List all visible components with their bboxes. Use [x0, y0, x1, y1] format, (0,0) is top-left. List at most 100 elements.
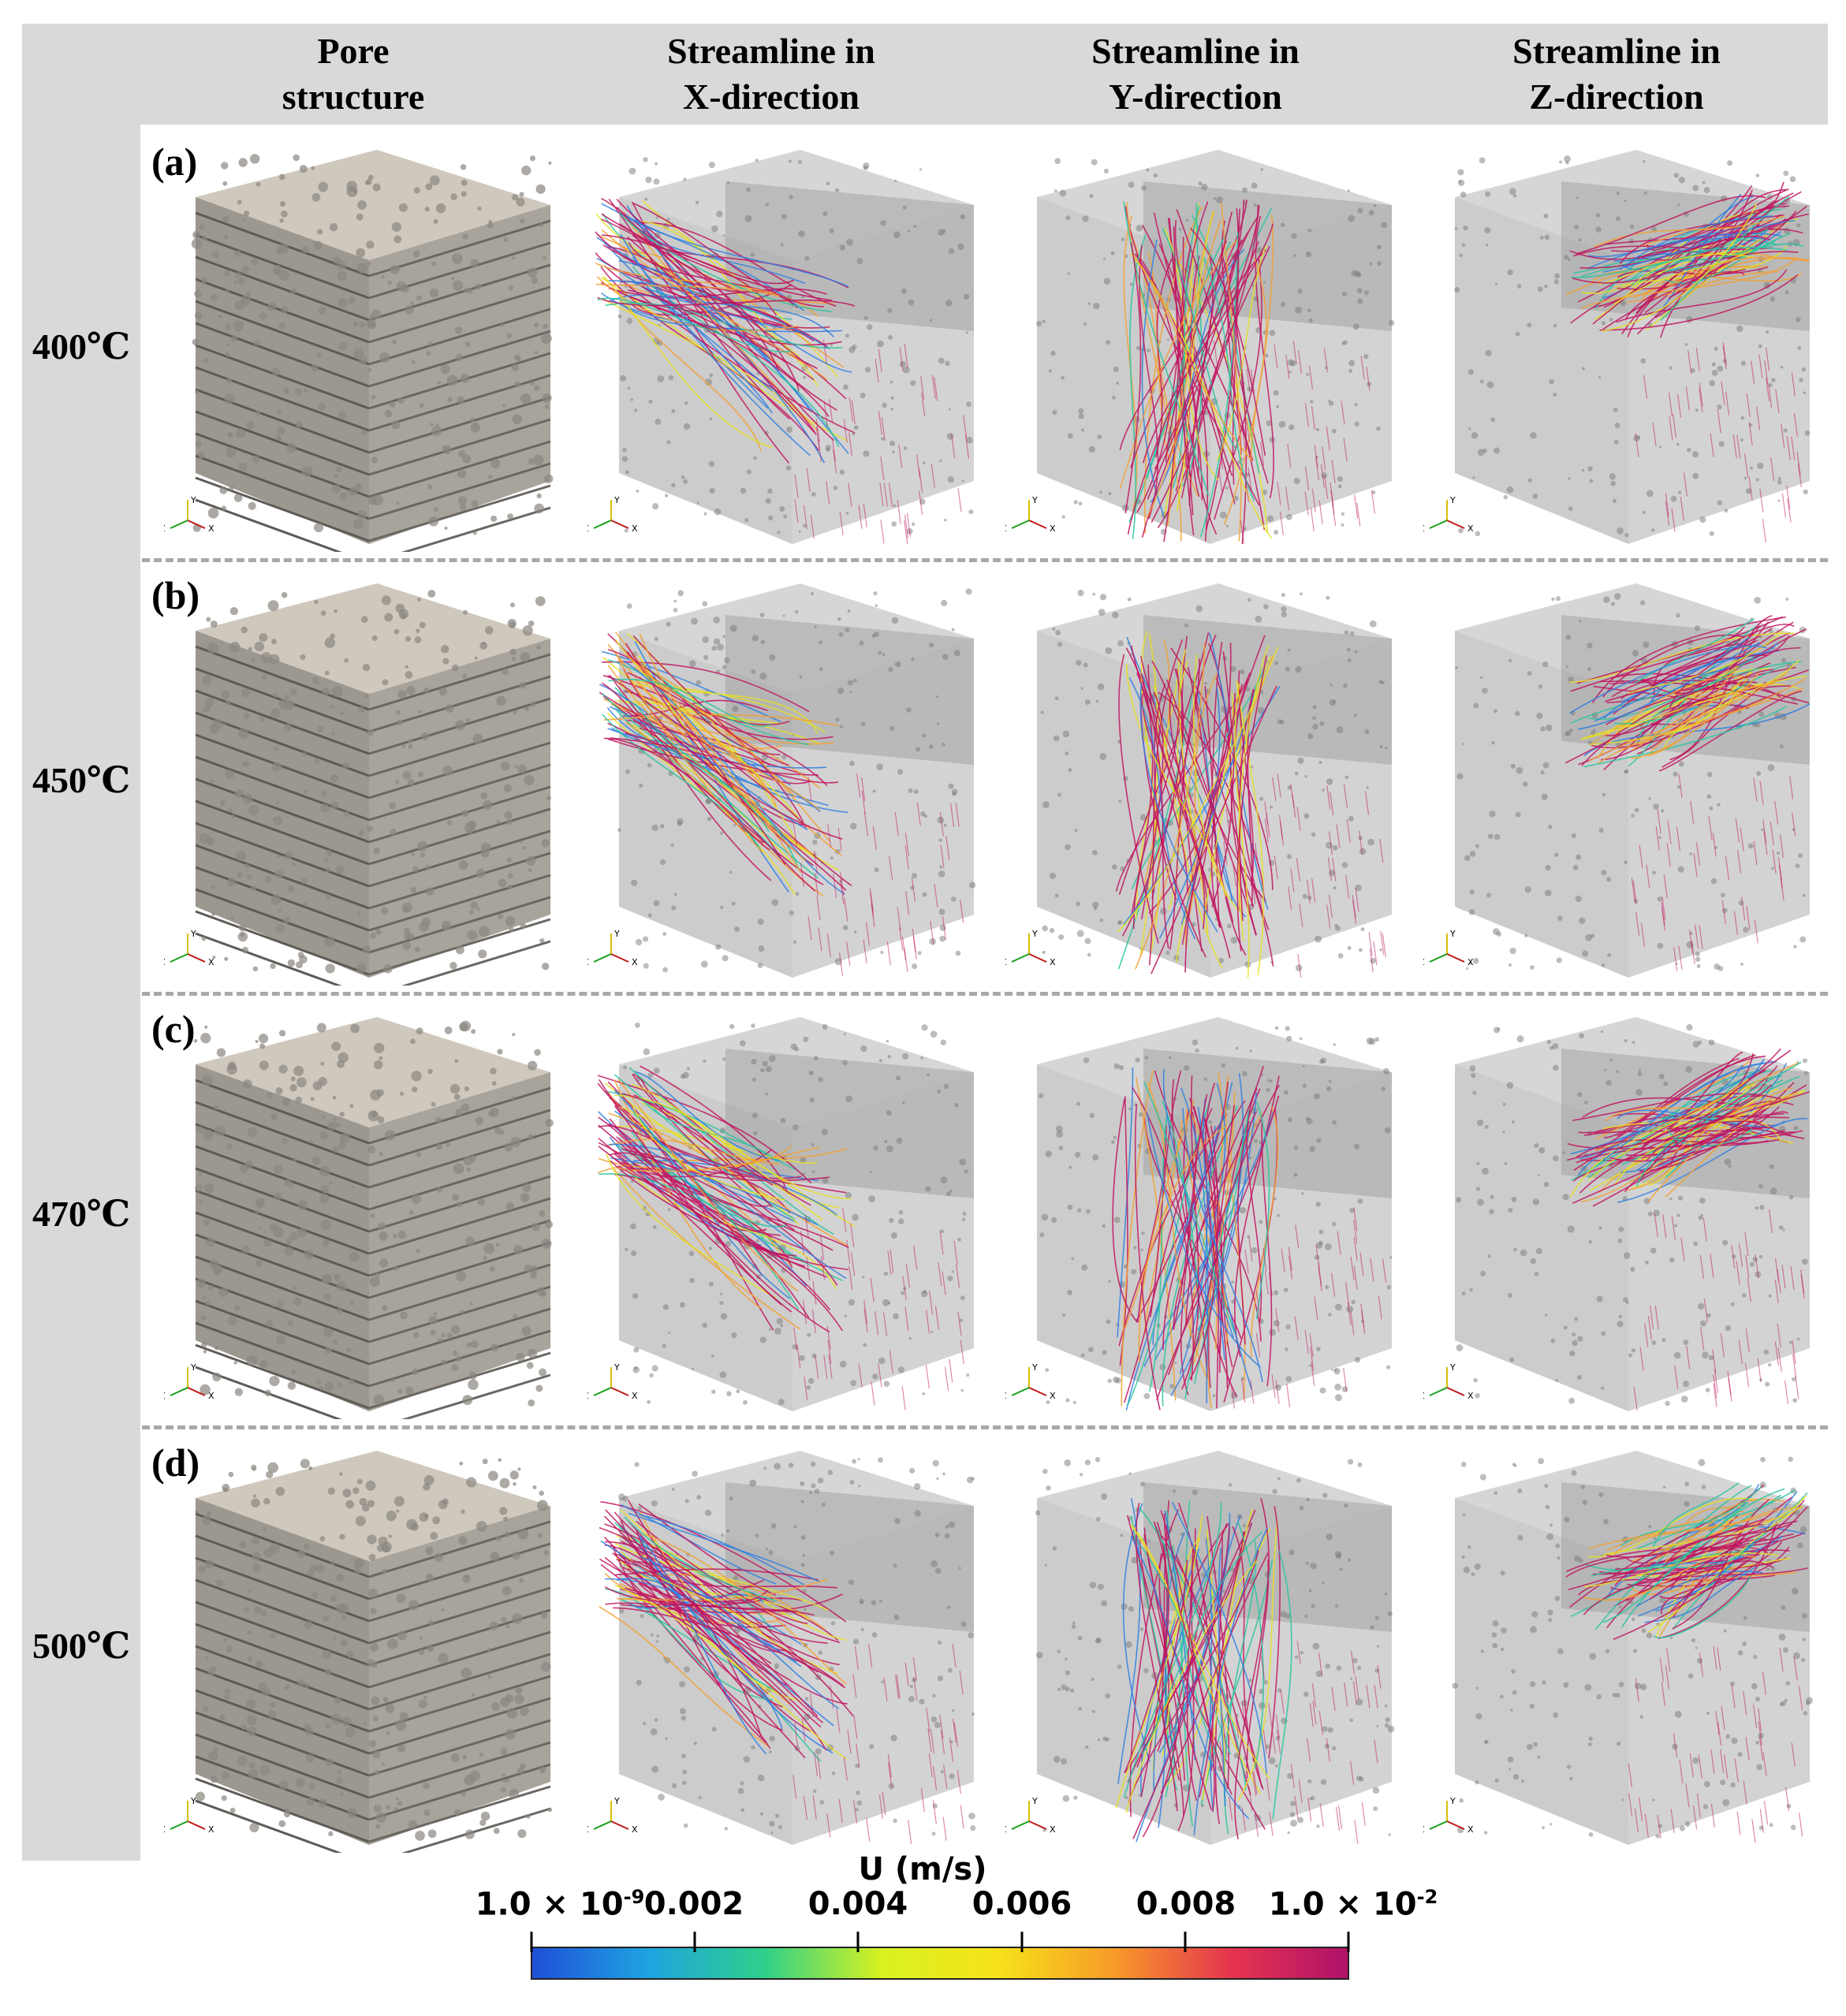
pore-layer-line [368, 851, 551, 910]
pore-speckle [1576, 196, 1579, 199]
pore-speckle [275, 1087, 283, 1095]
pore-speckle [282, 1097, 291, 1107]
pore-speckle [278, 1030, 286, 1037]
axis-label-z: Z [587, 1824, 589, 1835]
pore-speckle [251, 658, 255, 662]
pore-speckle [255, 1039, 259, 1044]
pore-speckle [411, 1194, 422, 1205]
pore-speckle [1118, 799, 1122, 803]
pore-speckle [227, 431, 233, 438]
pore-speckle [1572, 864, 1579, 870]
pore-speckle [327, 1121, 337, 1131]
streamline [886, 941, 891, 966]
pore-speckle [1799, 936, 1807, 943]
pore-speckle [293, 1157, 297, 1162]
pore-speckle [195, 1184, 203, 1192]
pore-speckle [691, 1367, 694, 1370]
pore-speckle [1306, 372, 1310, 377]
pore-layer-line [195, 689, 370, 755]
pore-speckle [1266, 1087, 1270, 1092]
axis-label-x: X [1467, 957, 1474, 967]
streamline [1213, 340, 1218, 364]
pore-speckle [412, 866, 419, 873]
streamline [1368, 932, 1373, 956]
pore-speckle [499, 1478, 510, 1489]
pore-speckle [1315, 1202, 1321, 1207]
streamline [1699, 1653, 1704, 1677]
streamline [1245, 478, 1250, 502]
pore-speckle [1781, 658, 1787, 663]
pore-speckle [708, 460, 715, 468]
pore-speckle [965, 588, 972, 595]
pore-speckle [860, 1045, 867, 1053]
pore-speckle [1285, 1347, 1288, 1351]
pore-speckle [273, 304, 277, 307]
pore-speckle [1316, 1824, 1320, 1828]
streamline [820, 1235, 825, 1260]
pore-speckle [247, 1630, 252, 1635]
pore-speckle [1576, 1374, 1582, 1380]
pore-speckle [382, 1569, 387, 1574]
pore-speckle [1708, 1355, 1714, 1361]
pore-speckle [1728, 1165, 1732, 1168]
pore-speckle [882, 402, 887, 408]
streamline [1572, 251, 1799, 284]
streamline [614, 1110, 847, 1280]
streamline [1294, 1795, 1299, 1820]
pore-speckle [1121, 1603, 1128, 1610]
pore-speckle [1062, 1794, 1070, 1802]
pore-speckle [653, 900, 660, 907]
streamline [626, 651, 828, 786]
streamline [1170, 647, 1274, 890]
streamline [1657, 256, 1810, 294]
streamline [1373, 941, 1378, 966]
pore-speckle [1304, 775, 1307, 778]
pore-speckle [1702, 1351, 1709, 1358]
streamline [1318, 500, 1323, 524]
pore-speckle [1281, 606, 1287, 613]
streamline [1712, 1349, 1717, 1373]
pore-speckle [1459, 253, 1463, 258]
axis-label-z: Z [587, 524, 589, 534]
pore-speckle [396, 1509, 400, 1513]
pore-speckle [872, 789, 876, 793]
streamline [600, 266, 819, 451]
pore-speckle [662, 932, 667, 936]
pore-layer-line [368, 741, 551, 799]
pore-speckle [1318, 760, 1322, 765]
streamline [1699, 1254, 1704, 1279]
pore-speckle [759, 1336, 766, 1343]
pore-speckle [201, 1342, 207, 1348]
pore-speckle [462, 233, 468, 240]
pore-speckle [762, 1060, 768, 1067]
pore-speckle [1557, 915, 1563, 921]
pore-speckle [288, 885, 295, 892]
streamline [1310, 507, 1315, 532]
pore-speckle [316, 725, 324, 732]
streamline [1156, 1095, 1280, 1401]
pore-speckle [1354, 1357, 1361, 1363]
streamline [1725, 391, 1730, 415]
pore-speckle [1184, 1065, 1190, 1071]
pore-speckle [1463, 1567, 1471, 1574]
pore-speckle [512, 1613, 523, 1624]
pore-speckle [908, 1336, 912, 1340]
pore-speckle [1690, 367, 1695, 373]
pore-speckle [1052, 1546, 1057, 1551]
pore-speckle [839, 244, 846, 251]
streamline [1150, 204, 1259, 523]
pore-speckle [1755, 1206, 1758, 1210]
pore-speckle [1665, 1400, 1670, 1407]
streamline [1170, 1092, 1258, 1396]
pore-speckle [1135, 1057, 1140, 1063]
pore-speckle [397, 690, 407, 699]
streamline [1685, 1783, 1690, 1808]
pore-speckle [475, 1521, 487, 1533]
pore-speckle [650, 1728, 658, 1735]
streamline [1322, 446, 1326, 471]
pore-speckle [1479, 676, 1483, 680]
pore-speckle [782, 614, 785, 617]
pore-speckle [1334, 1383, 1342, 1391]
streamline [632, 1105, 785, 1201]
streamline [930, 464, 935, 488]
